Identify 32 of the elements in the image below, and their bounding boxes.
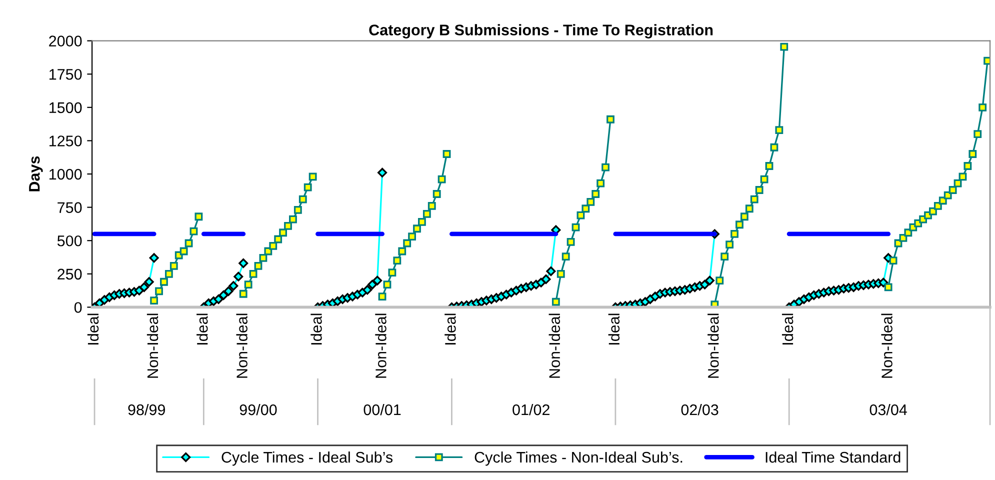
x-tick-label: Ideal — [444, 314, 456, 344]
x-tick-label: Non-Ideal — [375, 314, 386, 378]
chart-title: Category B Submissions - Time To Registration — [369, 24, 713, 38]
x-tick-label: Non-Ideal — [708, 314, 719, 378]
text: 01/02 — [512, 404, 550, 416]
x-tick-label: Ideal — [608, 314, 620, 344]
x-tick-label: Ideal — [196, 314, 208, 344]
text: 99/00 — [240, 404, 277, 416]
text: 98/99 — [128, 404, 166, 416]
y-tick-label: 0 — [74, 302, 82, 313]
legend-label: Cycle Times - Ideal Sub’s — [222, 451, 393, 466]
text: 00/01 — [364, 404, 401, 416]
y-tick-label: 500 — [57, 235, 82, 246]
y-tick-label: 750 — [58, 202, 82, 213]
x-tick-label: Non-Ideal — [548, 314, 560, 378]
x-tick-label: Ideal — [87, 314, 99, 344]
x-tick-label: Non-Ideal — [146, 314, 158, 378]
legend-label: Ideal Time Standard — [766, 451, 900, 463]
x-tick-label: Non-Ideal — [881, 314, 892, 378]
y-tick-label: 1500 — [49, 102, 82, 114]
y-axis-title: Days — [29, 156, 43, 192]
legend-label: Cycle Times - Non-Ideal Sub’s. — [474, 451, 682, 466]
text: 02/03 — [681, 404, 718, 416]
y-tick-label: 1750 — [49, 68, 82, 80]
y-tick-label: 1250 — [49, 136, 82, 146]
y-tick-label: 1000 — [49, 168, 82, 180]
x-tick-label: Ideal — [310, 314, 322, 344]
x-tick-label: Ideal — [782, 314, 794, 344]
y-tick-label: 250 — [58, 268, 82, 280]
x-tick-label: Non-Ideal — [236, 314, 248, 378]
text: 03/04 — [870, 404, 907, 416]
y-tick-label: 2000 — [49, 36, 82, 46]
